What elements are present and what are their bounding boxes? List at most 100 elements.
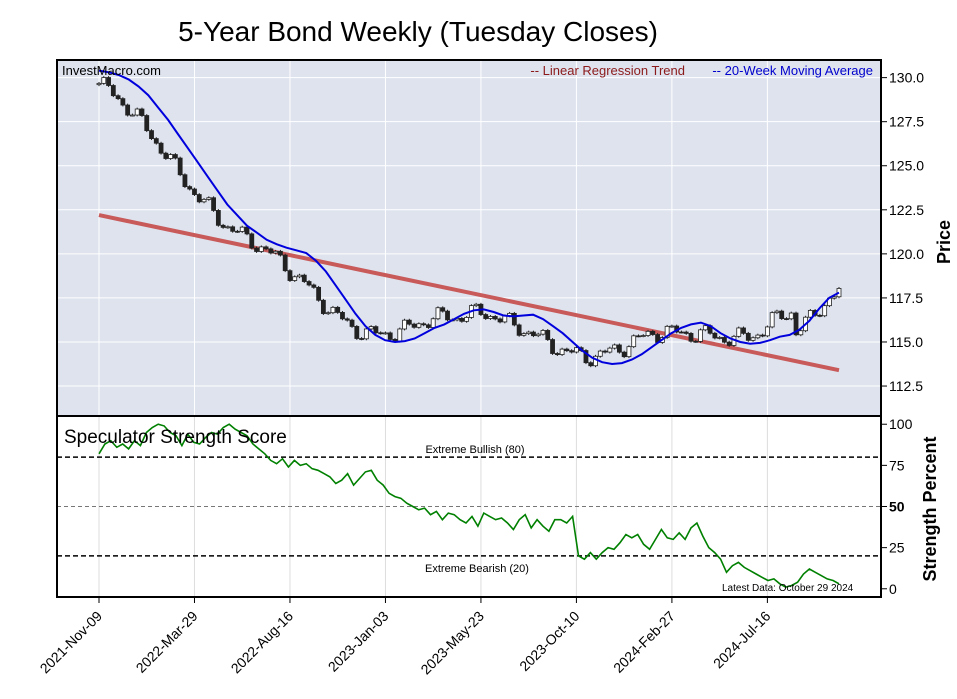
candle-body bbox=[278, 250, 283, 256]
candle-body bbox=[249, 233, 255, 249]
candle-body bbox=[554, 353, 560, 355]
candle-body bbox=[177, 157, 183, 176]
ref-label-bullish: Extreme Bullish (80) bbox=[425, 444, 524, 456]
candle-body bbox=[378, 332, 384, 335]
candle-body bbox=[316, 286, 322, 301]
price-y-tick-label: 122.5 bbox=[889, 202, 924, 218]
candle-body bbox=[344, 318, 350, 321]
candle-body bbox=[201, 198, 207, 203]
candle-body bbox=[483, 314, 489, 319]
candle-body bbox=[798, 330, 804, 336]
candle-body bbox=[273, 250, 279, 254]
strength-panel-title: Speculator Strength Score bbox=[64, 427, 287, 448]
candle-body bbox=[540, 330, 546, 335]
candle-body bbox=[607, 347, 613, 353]
strength-axis-label: Strength Percent bbox=[920, 436, 940, 581]
x-axis: 2021-Nov-09 2022-Mar-29 2022-Aug-16 2023-Ja… bbox=[37, 597, 774, 677]
candle-body bbox=[760, 334, 766, 337]
candle-body bbox=[115, 95, 121, 100]
x-tick-label: 2023-May-23 bbox=[417, 608, 487, 678]
candle-body bbox=[354, 326, 360, 339]
candle-body bbox=[192, 188, 197, 195]
candle-body bbox=[736, 327, 742, 337]
candle-body bbox=[492, 316, 498, 320]
candle-body bbox=[583, 350, 589, 364]
strength-y-tick-label: 100 bbox=[889, 416, 913, 432]
x-tick-label: 2021-Nov-09 bbox=[37, 608, 106, 677]
price-y-tick-label: 117.5 bbox=[889, 290, 923, 306]
candle-body bbox=[330, 306, 336, 314]
candle-body bbox=[359, 338, 364, 340]
candle-body bbox=[421, 323, 427, 326]
candle-body bbox=[134, 108, 140, 116]
linear-regression-trend-line bbox=[98, 213, 840, 373]
candle-body bbox=[282, 254, 288, 272]
candle-body bbox=[373, 326, 379, 334]
candle-body bbox=[110, 85, 116, 97]
candle-body bbox=[516, 324, 522, 336]
candle-body bbox=[621, 351, 627, 358]
candle-body bbox=[168, 154, 174, 159]
candle-body bbox=[387, 332, 393, 340]
candle-body bbox=[612, 344, 618, 349]
candle-body bbox=[158, 142, 164, 154]
candle-body bbox=[559, 348, 565, 355]
price-y-axis: 112.5 115.0 117.5 120.0 122.5 125.0 127.5 130.0 bbox=[881, 70, 924, 394]
candle-body bbox=[363, 328, 369, 340]
candle-body bbox=[688, 333, 694, 342]
candle-body bbox=[502, 315, 508, 323]
candle-body bbox=[774, 310, 780, 314]
candle-body bbox=[793, 312, 799, 336]
candle-body bbox=[311, 284, 317, 288]
candle-body bbox=[722, 337, 727, 343]
price-y-tick-label: 112.5 bbox=[889, 378, 923, 394]
candle-body bbox=[196, 194, 202, 203]
x-tick-label: 2023-Oct-10 bbox=[516, 608, 582, 674]
candle-body bbox=[511, 312, 517, 326]
price-y-tick-label: 130.0 bbox=[889, 70, 924, 86]
candle-body bbox=[172, 154, 178, 159]
candle-body bbox=[616, 344, 622, 353]
price-y-tick-label: 120.0 bbox=[889, 246, 924, 262]
candle-body bbox=[588, 362, 594, 367]
candle-body bbox=[741, 327, 746, 334]
candle-body bbox=[650, 330, 656, 335]
candle-body bbox=[268, 248, 274, 254]
candle-body bbox=[807, 310, 813, 318]
candle-body bbox=[187, 186, 193, 190]
candle-body bbox=[120, 98, 126, 106]
price-panel-background bbox=[57, 60, 881, 416]
candle-body bbox=[702, 325, 708, 331]
strength-y-tick-label: 50 bbox=[889, 499, 905, 515]
ref-label-bearish: Extreme Bearish (20) bbox=[425, 563, 529, 575]
candle-body bbox=[402, 319, 407, 330]
candle-body bbox=[206, 197, 212, 200]
strength-y-tick-label: 75 bbox=[889, 457, 905, 473]
candle-body bbox=[306, 281, 312, 286]
candle-body bbox=[564, 348, 570, 352]
candle-body bbox=[130, 114, 135, 117]
candle-body bbox=[535, 333, 541, 337]
candle-body bbox=[211, 197, 216, 211]
price-axis-label: Price bbox=[934, 220, 954, 264]
candle-body bbox=[822, 305, 828, 317]
candle-body bbox=[784, 318, 789, 320]
candle-body bbox=[712, 332, 718, 339]
candle-body bbox=[597, 350, 603, 357]
candle-body bbox=[244, 226, 250, 235]
candle-body bbox=[411, 323, 417, 328]
candle-body bbox=[235, 230, 240, 233]
candle-body bbox=[526, 331, 532, 335]
candle-body bbox=[230, 226, 236, 232]
x-tick-label: 2023-Jan-03 bbox=[325, 608, 392, 675]
candle-body bbox=[335, 306, 341, 313]
candle-body bbox=[459, 318, 465, 322]
moving-average-line bbox=[98, 69, 840, 366]
candle-body bbox=[430, 318, 436, 328]
candle-body bbox=[788, 312, 794, 320]
candle-body bbox=[464, 317, 470, 322]
price-y-tick-label: 115.0 bbox=[889, 334, 923, 350]
candle-body bbox=[258, 246, 264, 252]
candle-body bbox=[769, 312, 775, 328]
candle-body bbox=[383, 332, 388, 335]
